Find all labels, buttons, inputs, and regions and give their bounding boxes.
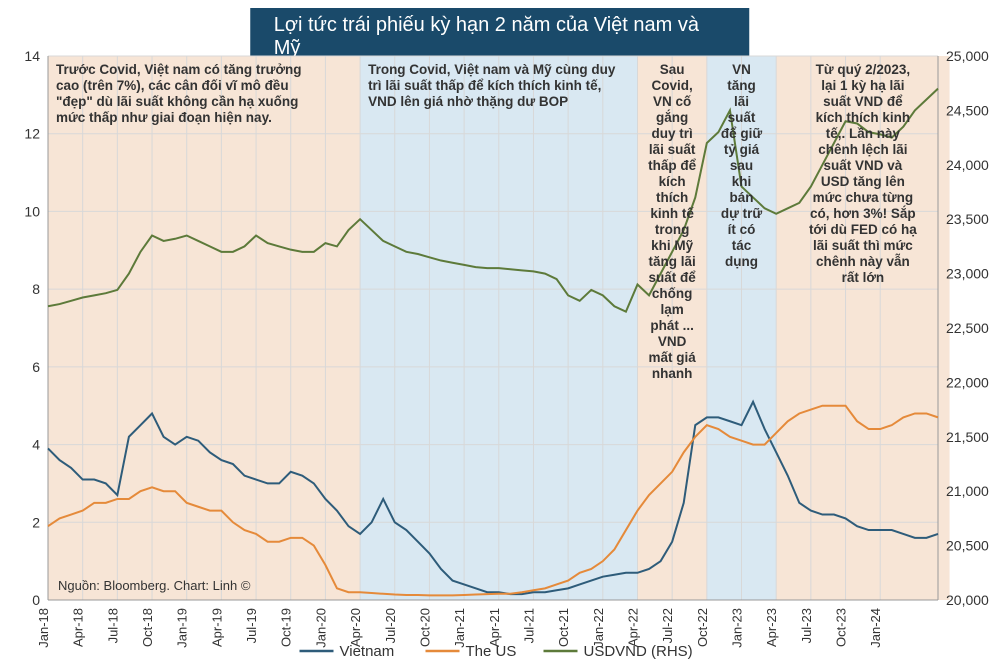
x-tick: Jan-22 [591,608,606,648]
x-tick: Jul-22 [660,608,675,643]
x-tick: Oct-19 [279,608,294,647]
y-left-tick: 14 [24,48,40,64]
legend-label: USDVND (RHS) [584,643,693,660]
y-left-tick: 6 [32,359,40,375]
x-tick: Apr-18 [71,608,86,647]
x-tick: Jul-19 [244,608,259,643]
x-tick: Jan-18 [36,608,51,648]
chart-svg: 0 2 4 6 8 10 12 14 20,000 20,500 21,000 21,500 22,00… [0,0,999,670]
y-left-tick: 0 [32,592,40,608]
y-left-tick: 8 [32,281,40,297]
x-tick: Oct-21 [556,608,571,647]
y-left-tick: 4 [32,437,40,453]
x-tick: Jan-19 [175,608,190,648]
x-tick: Oct-20 [417,608,432,647]
legend-label: The US [466,643,517,660]
y-right-tick: 20,500 [946,538,989,554]
x-tick: Oct-18 [140,608,155,647]
x-tick: Jan-21 [452,608,467,648]
x-tick: Oct-23 [834,608,849,647]
y-right-tick: 23,500 [946,211,989,227]
y-right-tick: 20,000 [946,592,989,608]
legend-label: Vietnam [340,643,395,660]
y-right-tick: 21,500 [946,429,989,445]
y-left-tick: 10 [24,203,40,219]
x-tick: Jan-23 [730,608,745,648]
y-right-tick: 25,000 [946,48,989,64]
x-tick: Jan-20 [313,608,328,648]
y-right-tick: 22,500 [946,320,989,336]
annotation-text: Trước Covid, Việt nam có tăng trưởngcao … [56,62,302,125]
y-right-tick: 23,000 [946,266,989,282]
y-left-tick: 2 [32,514,40,530]
y-right-tick: 24,500 [946,102,989,118]
x-tick: Jul-18 [105,608,120,643]
x-tick: Jul-21 [521,608,536,643]
x-tick: Apr-20 [348,608,363,647]
shade-region [48,56,360,600]
y-right-tick: 24,000 [946,157,989,173]
annotation-text: Từ quý 2/2023,lại 1 kỳ hạ lãisuất VND để… [809,62,917,285]
x-tick: Jan-24 [868,608,883,648]
x-tick: Jul-23 [799,608,814,643]
y-right-tick: 21,000 [946,483,989,499]
x-tick: Apr-23 [764,608,779,647]
y-left-tick: 12 [24,126,40,142]
source-note: Nguồn: Bloomberg. Chart: Linh © [58,578,251,593]
x-tick: Apr-19 [209,608,224,647]
y-right-tick: 22,000 [946,374,989,390]
x-tick: Oct-22 [695,608,710,647]
chart-container: Lợi tức trái phiếu kỳ hạn 2 năm của Việt… [0,0,999,670]
x-tick: Apr-22 [625,608,640,647]
x-tick: Apr-21 [487,608,502,647]
x-tick: Jul-20 [383,608,398,643]
